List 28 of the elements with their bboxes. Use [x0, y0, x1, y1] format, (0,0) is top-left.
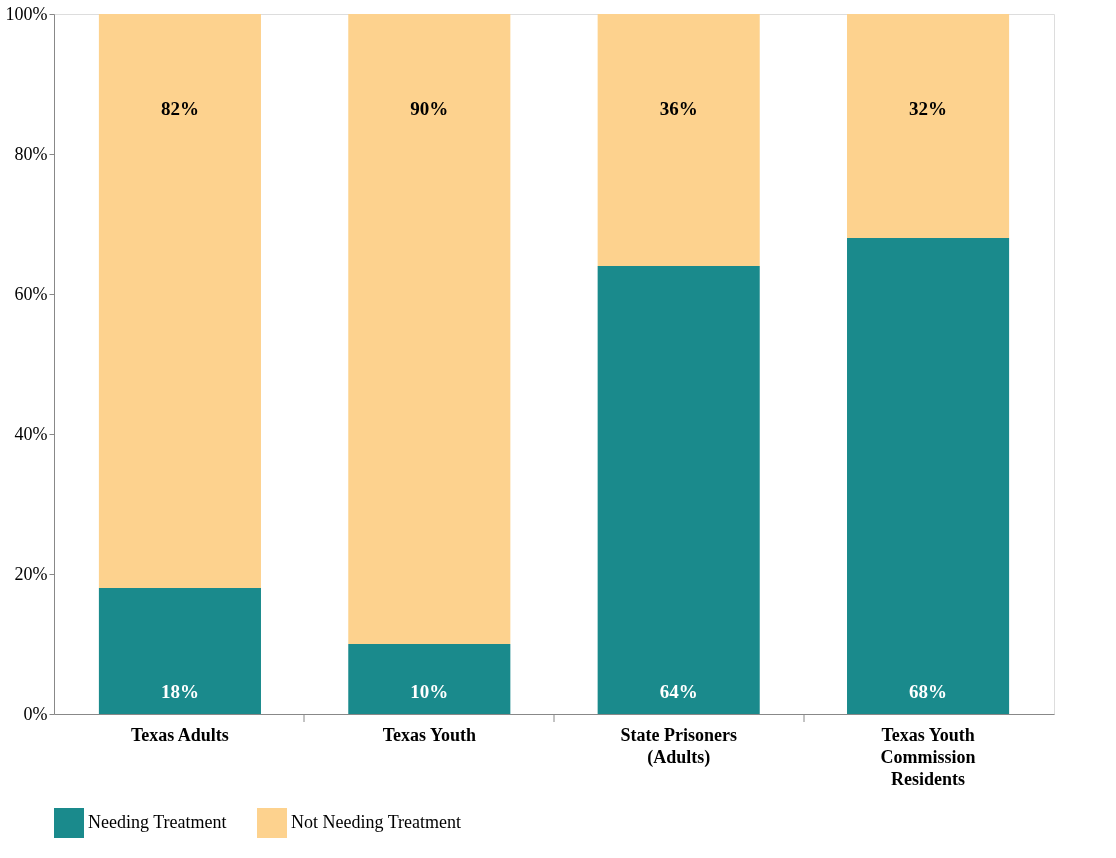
x-tick-label: Texas Youth	[382, 724, 476, 745]
x-tick-label: Texas Adults	[131, 724, 229, 745]
legend-label: Needing Treatment	[88, 812, 227, 832]
bar	[98, 14, 261, 588]
y-tick-label: 0%	[23, 703, 48, 724]
bar	[847, 14, 1010, 238]
y-tick-label: 100%	[5, 3, 48, 24]
x-tick-label: Texas Youth Commission Residents	[880, 724, 976, 789]
y-tick-label: 20%	[14, 563, 48, 584]
y-tick-label: 60%	[14, 283, 48, 304]
y-tick-label: 40%	[14, 423, 48, 444]
bar	[597, 14, 760, 266]
data-label: 10%	[410, 681, 449, 702]
data-label: 32%	[909, 98, 948, 119]
bar	[597, 266, 760, 714]
data-label: 68%	[909, 681, 948, 702]
y-tick-label: 80%	[14, 143, 48, 164]
data-label: 90%	[410, 98, 449, 119]
data-label: 64%	[659, 681, 698, 702]
bar	[348, 14, 511, 644]
bar	[847, 238, 1010, 714]
x-tick-label: State Prisoners (Adults)	[620, 724, 737, 768]
data-label: 82%	[160, 98, 199, 119]
data-label: 36%	[659, 98, 698, 119]
legend-label: Not Needing Treatment	[291, 812, 461, 832]
bar	[98, 588, 261, 714]
data-label: 18%	[160, 681, 199, 702]
bar	[348, 644, 511, 714]
